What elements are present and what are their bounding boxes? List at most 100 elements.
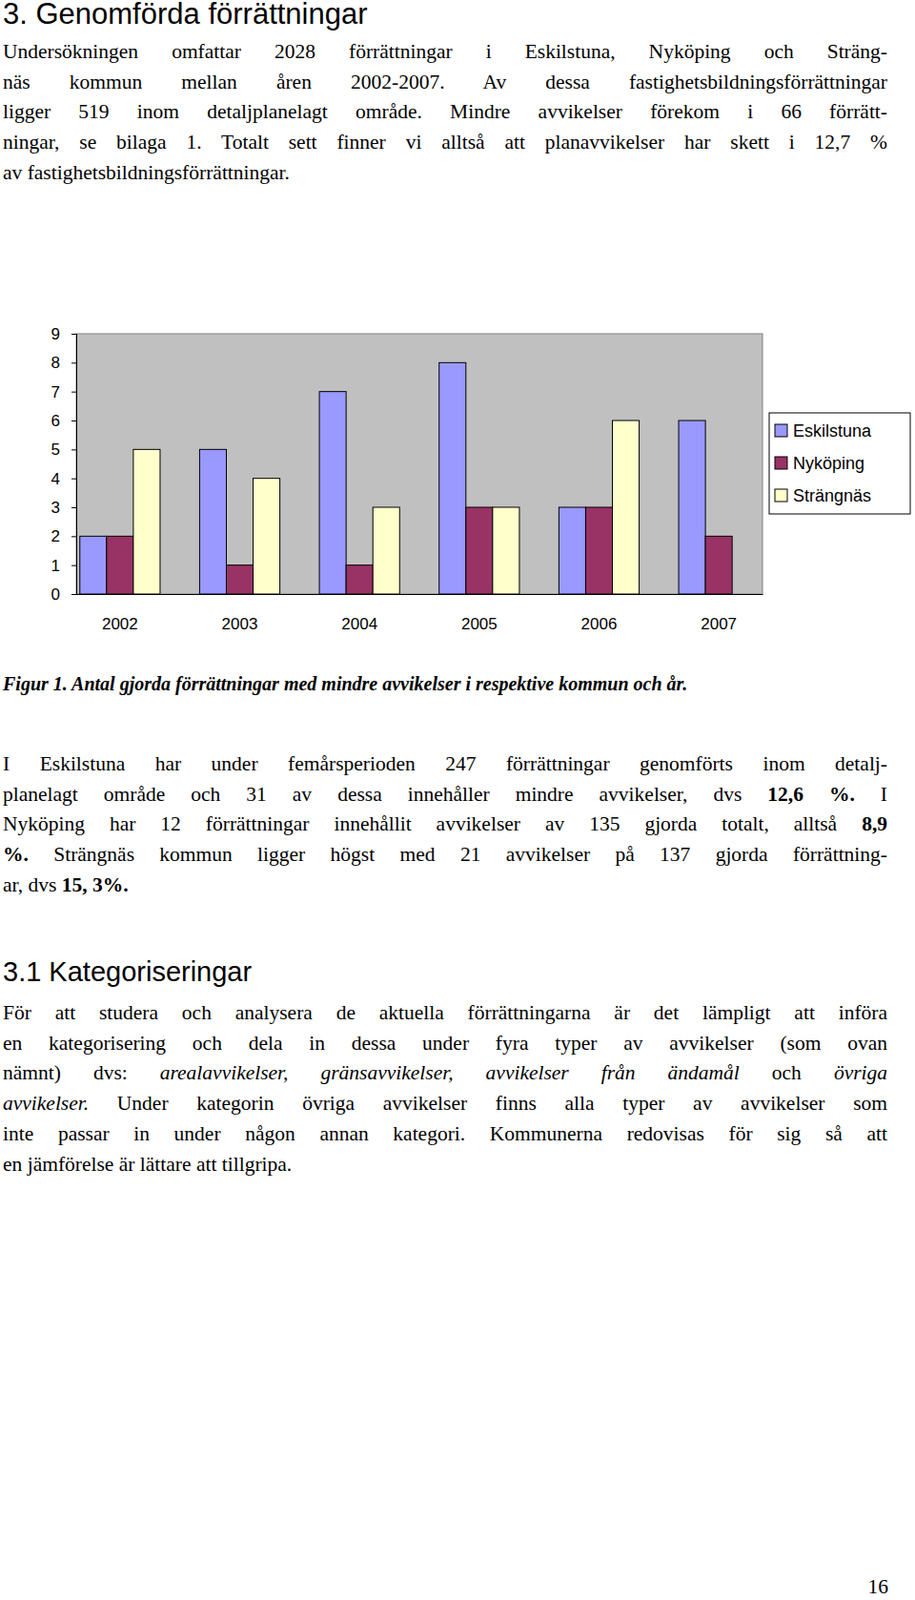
text-run: inte passar in under någon annan kategor… xyxy=(2,1121,888,1145)
text-run: Under kategorin övriga avvikelser finns … xyxy=(88,1091,888,1115)
text-line: en kategorisering och dela in dessa unde… xyxy=(2,1028,888,1059)
tick-mark xyxy=(71,507,77,509)
tick-label: 2007 xyxy=(700,614,737,633)
x-tick: 2003 xyxy=(222,593,259,633)
tick-label: 0 xyxy=(51,585,61,604)
text-run: %. xyxy=(2,842,29,866)
tick-mark xyxy=(71,420,77,422)
heading: 3. Genomförda förrättningar xyxy=(2,0,368,32)
bar xyxy=(80,535,107,594)
bar xyxy=(199,448,226,594)
x-tick: 2007 xyxy=(700,593,737,633)
tick-mark xyxy=(71,535,77,537)
bar xyxy=(678,420,706,594)
text-line: För att studera och analysera de aktuell… xyxy=(2,997,888,1029)
y-tick: 0 xyxy=(51,585,77,604)
text-line: planelagt område och 31 av dessa innehål… xyxy=(2,779,888,811)
text-line: inte passar in under någon annan kategor… xyxy=(2,1118,888,1150)
bars xyxy=(80,362,732,594)
tick-mark xyxy=(71,391,77,393)
chart: 0123456789200220032004200520062007Eskils… xyxy=(0,285,915,649)
paragraph: För att studera och analysera de aktuell… xyxy=(2,997,888,1180)
legend-label: Eskilstuna xyxy=(793,421,873,441)
text-run: avvikelser. xyxy=(2,1091,89,1115)
tick-label: 6 xyxy=(51,411,61,430)
bar xyxy=(466,507,493,594)
bar xyxy=(133,448,161,594)
x-tick: 2004 xyxy=(341,593,378,633)
x-axis: 2002 2003 2004 2005 2006 2007 xyxy=(77,593,764,633)
text-run: Nyköping har 12 förrättningar innehållit… xyxy=(2,812,862,835)
x-tick: 2002 xyxy=(101,593,139,633)
y-tick: 9 xyxy=(51,325,77,344)
legend-swatch xyxy=(774,488,788,502)
y-axis: 0123456789 xyxy=(51,325,78,604)
text-line: ningar, se bilaga 1. Totalt sett finner … xyxy=(2,127,888,159)
bar xyxy=(106,535,134,594)
legend-label: Strängnäs xyxy=(793,486,872,506)
caption: Figur 1. Antal gjorda förrättningar med … xyxy=(2,672,688,695)
paragraph: Undersökningen omfattar 2028 förrättning… xyxy=(2,37,888,189)
bar xyxy=(558,507,586,594)
tick-label: 2002 xyxy=(101,614,139,633)
text-run: 8,9 xyxy=(861,812,888,835)
text-run: Strängnäs kommun ligger högst med 21 avv… xyxy=(28,842,888,866)
text-line: avvikelser. Under kategorin övriga avvik… xyxy=(2,1088,888,1119)
y-tick: 8 xyxy=(51,353,77,372)
y-tick: 1 xyxy=(51,556,77,575)
tick-mark xyxy=(71,593,77,595)
tick-label: 4 xyxy=(51,469,61,488)
page-number: 16 xyxy=(868,1571,890,1600)
bar xyxy=(492,507,520,594)
legend-swatch xyxy=(774,456,788,469)
tick-label: 7 xyxy=(51,383,61,402)
tick-label: 1 xyxy=(51,556,61,575)
tick-label: 9 xyxy=(51,325,61,344)
bar xyxy=(705,535,732,594)
x-tick: 2006 xyxy=(581,593,618,633)
text-run: I Eskilstuna har under femårsperioden 24… xyxy=(2,752,888,775)
legend-swatch xyxy=(774,424,788,437)
plot-area xyxy=(76,333,763,594)
axis-line xyxy=(77,593,764,595)
text-line: en jämförelse är lättare att tillgripa. xyxy=(2,1149,888,1180)
bar xyxy=(372,507,400,594)
tick-mark xyxy=(71,565,77,567)
text-run: nämnt) dvs: xyxy=(2,1060,161,1084)
tick-label: 2003 xyxy=(222,614,259,633)
y-tick: 2 xyxy=(51,527,77,546)
text-run: 15, 3%. xyxy=(61,873,129,896)
text-run: ningar, se bilaga 1. Totalt sett finner … xyxy=(2,130,888,154)
bar xyxy=(253,478,281,594)
tick-mark xyxy=(71,333,77,335)
tick-label: 8 xyxy=(51,353,61,372)
text-line: av fastighetsbildningsförrättningar. xyxy=(2,158,888,189)
y-tick: 6 xyxy=(51,411,77,430)
text-line: näs kommun mellan åren 2002-2007. Av des… xyxy=(2,67,888,99)
bar xyxy=(319,391,346,594)
text-run: övriga xyxy=(833,1060,888,1084)
text-run: av fastighetsbildningsförrättningar. xyxy=(2,161,290,184)
tick-mark xyxy=(71,362,77,364)
tick-label: 3 xyxy=(51,498,61,517)
x-tick: 2005 xyxy=(461,593,498,633)
text-run: och xyxy=(739,1060,834,1084)
text-run: I xyxy=(854,782,888,806)
y-tick: 3 xyxy=(51,498,77,517)
tick-mark xyxy=(71,448,77,450)
text-line: I Eskilstuna har under femårsperioden 24… xyxy=(2,749,888,780)
legend-label: Nyköping xyxy=(793,453,865,473)
y-tick: 4 xyxy=(51,469,77,488)
text-run: För att studera och analysera de aktuell… xyxy=(2,1000,888,1024)
legend: Eskilstuna Nyköping Strängnäs xyxy=(769,412,911,514)
tick-mark xyxy=(71,478,77,480)
text-run: en kategorisering och dela in dessa unde… xyxy=(2,1031,888,1055)
bar xyxy=(225,565,253,594)
text-run: arealavvikelser, gränsavvikelser, avvike… xyxy=(160,1060,740,1084)
tick-label: 2004 xyxy=(341,614,378,633)
bar xyxy=(585,507,612,594)
bar xyxy=(612,420,640,594)
tick-label: 2006 xyxy=(581,614,618,633)
paragraph: I Eskilstuna har under femårsperioden 24… xyxy=(2,749,888,901)
section-heading: 3.1 Kategoriseringar xyxy=(2,955,252,988)
